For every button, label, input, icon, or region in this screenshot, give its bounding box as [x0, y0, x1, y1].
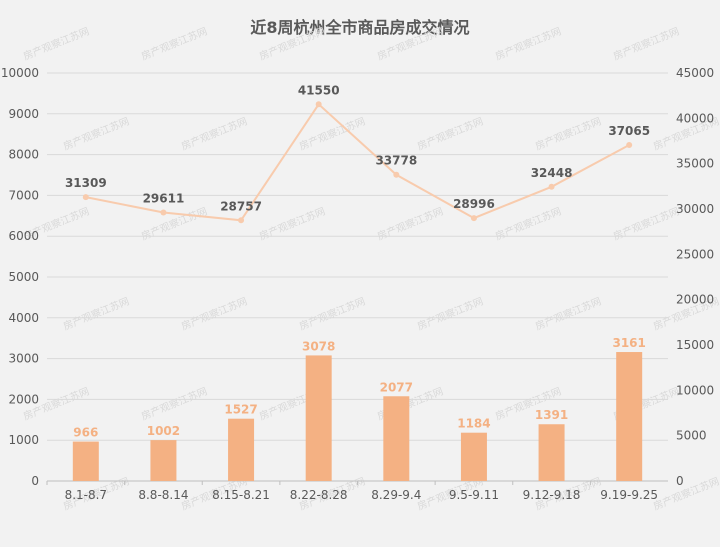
watermark-text: 房产观察江苏网: [257, 25, 327, 63]
bar: [538, 424, 565, 481]
y-right-tick-label: 40000: [676, 111, 714, 125]
y-left-tick-label: 6000: [8, 229, 39, 243]
x-tick-label: 9.19-9.25: [600, 488, 658, 502]
line-point: [393, 171, 400, 178]
watermark-text: 房产观察江苏网: [415, 295, 485, 333]
bar: [150, 440, 177, 481]
chart-title: 近8周杭州全市商品房成交情况: [250, 18, 470, 37]
bar: [383, 396, 410, 481]
x-tick-label: 8.29-9.4: [371, 488, 421, 502]
bar-value-label: 966: [73, 426, 98, 440]
line-value-label: 28996: [453, 197, 495, 211]
line-value-label: 28757: [220, 199, 262, 213]
line-point: [626, 141, 633, 148]
y-left-tick-label: 10000: [1, 66, 39, 80]
watermark-text: 房产观察江苏网: [61, 115, 131, 153]
line-point: [548, 183, 555, 190]
line-value-label: 31309: [65, 176, 107, 190]
watermark-text: 房产观察江苏网: [493, 25, 563, 63]
bar-value-label: 1527: [224, 403, 257, 417]
x-tick-label: 9.5-9.11: [449, 488, 499, 502]
line-value-label: 41550: [298, 83, 340, 97]
watermark-text: 房产观察江苏网: [257, 205, 327, 243]
bar-value-label: 3161: [612, 336, 645, 350]
y-left-tick-label: 9000: [8, 107, 39, 121]
bar: [72, 441, 99, 481]
bar-value-label: 3078: [302, 339, 335, 353]
watermark-text: 房产观察江苏网: [415, 115, 485, 153]
x-tick-label: 8.15-8.21: [212, 488, 270, 502]
x-tick-label: 8.22-8.28: [290, 488, 348, 502]
y-left-tick-label: 2000: [8, 392, 39, 406]
line-value-label: 33778: [375, 154, 417, 168]
y-right-tick-label: 20000: [676, 293, 714, 307]
y-right-tick-label: 15000: [676, 338, 714, 352]
line-point: [238, 217, 245, 224]
line-value-label: 37065: [608, 124, 650, 138]
line-point: [82, 194, 89, 201]
y-left-tick-label: 3000: [8, 352, 39, 366]
watermark-text: 房产观察江苏网: [611, 205, 681, 243]
watermark-text: 房产观察江苏网: [297, 295, 367, 333]
y-right-tick-label: 0: [676, 474, 684, 488]
line-point: [470, 215, 477, 222]
watermark-text: 房产观察江苏网: [533, 115, 603, 153]
watermark-text: 房产观察江苏网: [493, 205, 563, 243]
bar-value-label: 1002: [147, 424, 180, 438]
y-left-tick-label: 1000: [8, 433, 39, 447]
bar-value-label: 1391: [535, 408, 568, 422]
x-tick-label: 8.8-8.14: [138, 488, 188, 502]
y-right-tick-label: 30000: [676, 202, 714, 216]
y-right-tick-label: 10000: [676, 383, 714, 397]
watermark-text: 房产观察江苏网: [375, 25, 445, 63]
line-point: [160, 209, 167, 216]
y-right-tick-label: 45000: [676, 66, 714, 80]
y-left-tick-label: 4000: [8, 311, 39, 325]
x-tick-label: 8.1-8.7: [65, 488, 108, 502]
watermark-text: 房产观察江苏网: [21, 25, 91, 63]
bar: [305, 355, 332, 481]
y-left-tick-label: 5000: [8, 270, 39, 284]
y-right-tick-label: 5000: [676, 429, 707, 443]
line-value-label: 32448: [531, 166, 573, 180]
line-point: [315, 101, 322, 108]
line-value-label: 29611: [143, 192, 185, 206]
watermark-text: 房产观察江苏网: [533, 295, 603, 333]
bar: [460, 432, 487, 481]
bar-value-label: 1184: [457, 417, 490, 431]
watermark-text: 房产观察江苏网: [179, 115, 249, 153]
bar: [228, 418, 255, 481]
y-left-tick-label: 8000: [8, 148, 39, 162]
bar: [616, 352, 643, 481]
watermark-text: 房产观察江苏网: [651, 475, 720, 513]
watermark-text: 房产观察江苏网: [61, 295, 131, 333]
y-left-tick-label: 7000: [8, 188, 39, 202]
y-right-tick-label: 25000: [676, 247, 714, 261]
watermark-text: 房产观察江苏网: [179, 295, 249, 333]
series-line: [85, 102, 630, 222]
watermark-text: 房产观察江苏网: [375, 205, 445, 243]
watermark-text: 房产观察江苏网: [139, 25, 209, 63]
y-left-tick-label: 0: [31, 474, 39, 488]
y-right-tick-label: 35000: [676, 157, 714, 171]
watermark-text: 房产观察江苏网: [139, 385, 209, 423]
bar-value-label: 2077: [380, 380, 413, 394]
x-tick-label: 9.12-9.18: [523, 488, 581, 502]
watermark-text: 房产观察江苏网: [611, 25, 681, 63]
